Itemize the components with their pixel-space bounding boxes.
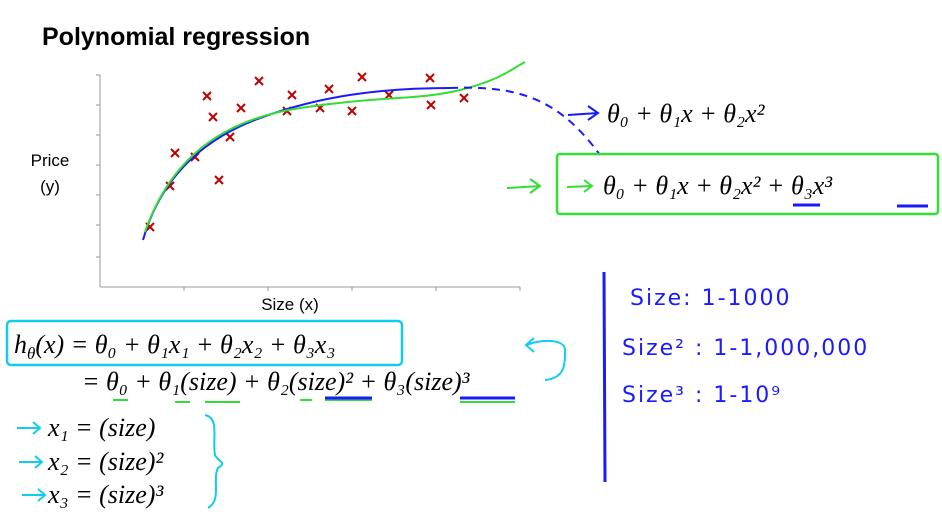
data-point <box>425 73 435 83</box>
data-point <box>459 93 469 103</box>
x-ticks <box>183 287 521 291</box>
data-point <box>214 175 224 185</box>
data-point <box>170 148 180 158</box>
feature: x₂ = (size)² <box>47 447 164 476</box>
y-label: (y) <box>40 177 60 196</box>
highlight-box <box>5 319 404 367</box>
model-cubic: θ₀ + θ₁x + θ₂x² + θ₃x³ <box>603 171 833 200</box>
dashed-arrow <box>449 86 601 156</box>
hypothesis: hθ(x) = θ₀ + θ₁x₁ + θ₂x₂ + θ₃x₃ <box>14 330 335 363</box>
hypothesis-expanded: = θ₀ + θ₁(size) + θ₂(size)² + θ₃(size)³ <box>82 367 471 396</box>
data-point <box>236 103 246 113</box>
range: Size: 1-1000 <box>630 286 792 311</box>
y-label: Price <box>31 151 70 170</box>
underlines <box>113 399 515 403</box>
arrow <box>506 178 594 194</box>
features: x₁ = (size) x₂ = (size)² x₃ = (size)³ <box>17 413 224 509</box>
model-quadratic: θ₀ + θ₁x + θ₂x² <box>607 99 766 128</box>
x-label: Size (x) <box>261 295 319 314</box>
hypothesis-rhs: (x) = θ₀ + θ₁x₁ + θ₂x₂ + θ₃x₃ <box>35 330 335 359</box>
highlight-box <box>555 152 940 216</box>
feature: x₃ = (size)³ <box>47 480 164 509</box>
data-point <box>202 91 212 101</box>
data-point <box>324 84 334 94</box>
h: h <box>14 330 27 359</box>
data-point <box>254 76 264 86</box>
arrow <box>567 105 600 121</box>
data-point <box>225 132 235 142</box>
separator <box>602 271 607 483</box>
h-subscript: θ <box>27 344 35 363</box>
title: Polynomial regression <box>42 23 310 51</box>
underline <box>793 203 928 208</box>
y-ticks <box>96 74 100 258</box>
data-point <box>347 106 357 116</box>
range: Size³ : 1-10⁹ <box>622 383 782 408</box>
feature: x₁ = (size) <box>47 413 155 442</box>
bracket-arrow <box>524 337 567 381</box>
quadratic-fit <box>142 87 451 241</box>
data-point <box>426 100 436 110</box>
range: Size² : 1-1,000,000 <box>622 336 869 361</box>
data-point <box>357 72 367 82</box>
plot: Price (y) Size (x) <box>31 61 526 314</box>
cubic-fit <box>144 61 526 233</box>
data-point <box>208 112 218 122</box>
data-point <box>287 90 297 100</box>
